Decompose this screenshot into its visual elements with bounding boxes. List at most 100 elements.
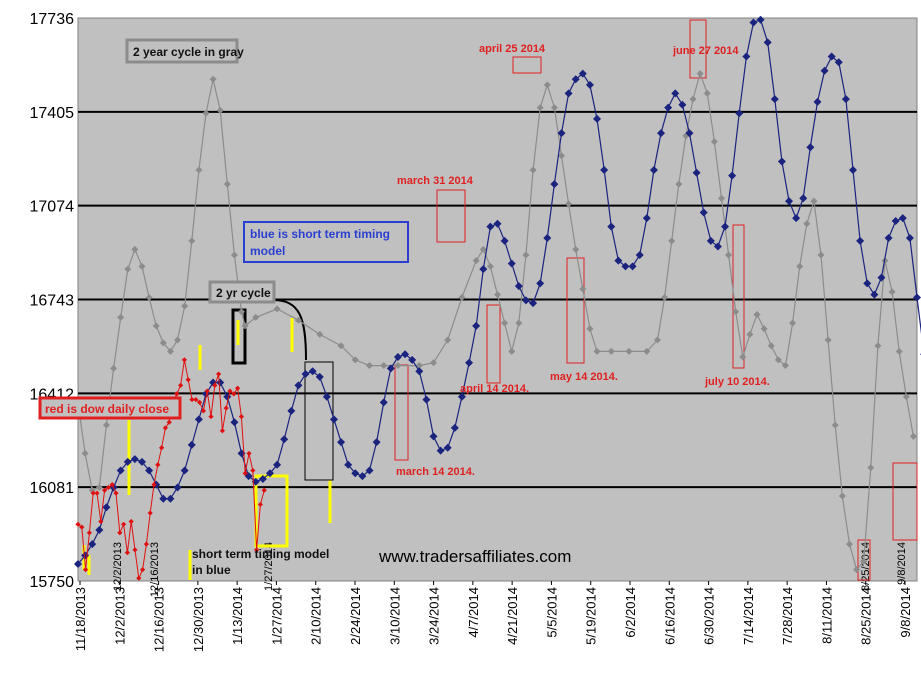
x-tick-label: 4/7/2014: [466, 587, 481, 638]
data-point: [124, 265, 132, 273]
data-point: [732, 308, 740, 316]
data-point: [83, 567, 89, 573]
data-point: [316, 330, 324, 338]
data-point: [90, 490, 96, 496]
data-point: [696, 70, 704, 78]
yellow-box: [254, 474, 289, 548]
y-tick-label: 17074: [30, 199, 75, 216]
data-point: [159, 339, 167, 347]
x-tick-label: 7/28/2014: [780, 587, 795, 645]
data-point: [380, 362, 388, 370]
data-point: [507, 259, 516, 268]
data-point: [643, 347, 651, 355]
data-point: [195, 166, 203, 174]
data-point: [515, 319, 523, 327]
data-point: [521, 296, 530, 305]
cycle-label-box: 2 yr cycle: [208, 280, 276, 304]
data-point: [579, 285, 587, 293]
data-point: [774, 356, 782, 364]
data-point: [749, 18, 758, 27]
inner-x-ticks: 12/2/2013 12/16/2013 1/27/2014 8/25/2014 9/8…: [112, 542, 908, 597]
data-point: [817, 251, 825, 259]
data-point: [457, 392, 466, 401]
data-point: [105, 484, 111, 491]
data-point: [895, 347, 903, 355]
data-point: [132, 547, 138, 553]
data-point: [529, 299, 538, 308]
data-point: [128, 518, 134, 525]
data-point: [159, 445, 165, 451]
x-tick-label: 8/11/2014: [819, 587, 834, 644]
gray-label-box: 2 year cycle in gray: [125, 38, 244, 64]
data-point: [685, 129, 694, 138]
data-point: [831, 421, 839, 429]
red-dow-label: red is dow daily close: [45, 402, 169, 416]
data-point: [763, 38, 772, 47]
data-point: [529, 166, 537, 174]
data-point: [777, 157, 786, 166]
data-point: [216, 106, 224, 114]
data-point: [721, 222, 730, 231]
data-point: [465, 358, 474, 367]
data-point: [294, 381, 303, 390]
data-point: [500, 236, 509, 245]
data-point: [671, 89, 680, 98]
data-point: [543, 81, 551, 89]
data-point: [109, 482, 115, 488]
data-point: [522, 251, 530, 259]
data-point: [703, 89, 711, 97]
data-point: [74, 559, 82, 568]
data-point: [145, 466, 154, 475]
data-point: [710, 138, 718, 146]
data-point: [508, 347, 516, 355]
data-point: [212, 382, 218, 388]
data-point: [909, 432, 917, 440]
yellow-markers: [82, 318, 332, 580]
data-point: [140, 567, 146, 573]
data-point: [75, 521, 81, 527]
data-point: [860, 557, 868, 565]
data-point: [813, 97, 822, 106]
data-point: [94, 490, 100, 496]
data-point: [564, 89, 573, 98]
data-point: [273, 460, 282, 469]
data-point: [607, 347, 615, 355]
x-tick-label: 4/21/2014: [505, 587, 520, 645]
data-point: [166, 494, 175, 503]
data-point: [877, 273, 886, 282]
blue-label-box: blue is short term timing model: [243, 221, 409, 263]
data-point: [557, 129, 566, 138]
data-point: [219, 428, 225, 434]
data-point: [870, 290, 879, 299]
data-point: [550, 180, 559, 189]
data-point: [458, 294, 466, 302]
blue-label-line2: model: [250, 244, 285, 258]
data-point: [834, 58, 843, 67]
data-point: [824, 336, 832, 344]
data-point: [607, 222, 616, 231]
date-mark-july-10: july 10 2014.: [704, 376, 770, 388]
x-tick-label: 3/24/2014: [427, 587, 442, 645]
date-box: [566, 257, 585, 364]
data-point: [155, 462, 161, 468]
data-point: [479, 245, 487, 253]
x-tick-label: 2/10/2014: [309, 587, 324, 645]
data-point: [902, 393, 910, 401]
data-point: [841, 95, 850, 104]
data-point: [550, 104, 558, 112]
data-point: [806, 143, 815, 152]
x-tick-label: 7/14/2014: [741, 587, 756, 645]
y-tick-label: 15750: [30, 574, 75, 591]
data-point: [130, 455, 139, 464]
data-point: [185, 377, 191, 383]
data-point: [166, 347, 174, 355]
data-point: [628, 262, 637, 271]
data-point: [756, 15, 765, 24]
data-point: [137, 457, 146, 466]
data-point: [415, 367, 424, 376]
data-point: [117, 530, 123, 536]
data-point: [649, 165, 658, 174]
data-point: [241, 322, 249, 330]
data-point: [760, 325, 768, 333]
data-point: [189, 396, 195, 403]
